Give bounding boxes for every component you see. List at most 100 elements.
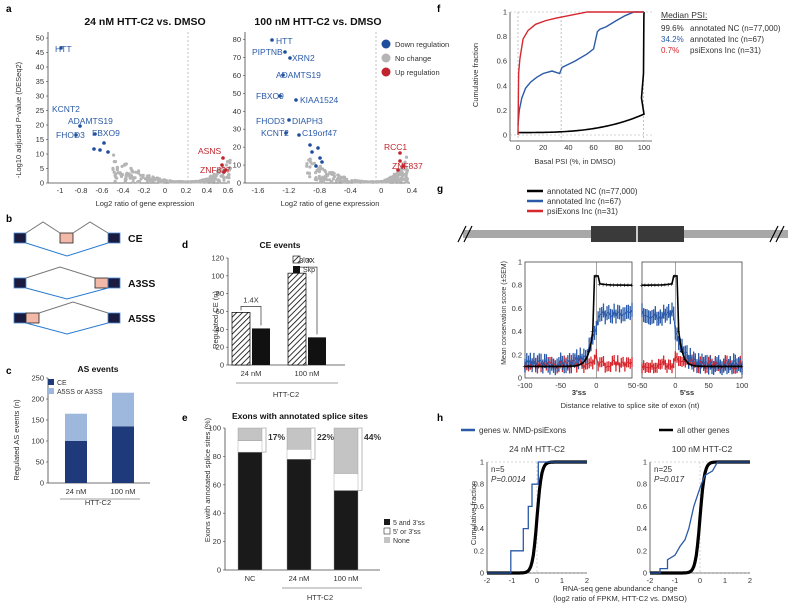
scatter-point — [202, 179, 206, 183]
g-nc-marker: + — [587, 349, 591, 356]
panel-g-legend-nc: annotated NC (n=77,000) — [547, 187, 638, 196]
scatter-point — [130, 175, 135, 179]
panel-c: c AS events Regulated AS events (n) 0 50 1… — [6, 364, 150, 507]
scatter-point-down — [318, 156, 322, 160]
g-nc-marker: + — [594, 273, 598, 280]
legend-nochange-marker — [381, 53, 391, 63]
g-nc-marker: + — [696, 364, 700, 371]
panel-c-legend-alt-swatch — [48, 388, 54, 394]
a-right-ytick-label: 30 — [233, 125, 241, 134]
panel-a-left-xlabel: Log2 ratio of gene expression — [96, 199, 195, 208]
panel-h-xlabel-1: RNA-seq gene abundance change — [562, 584, 677, 593]
a-left-xtick-label: 0 — [163, 186, 167, 195]
panel-a-left-gene-5: FBXO9 — [92, 128, 120, 138]
a-left-xtick-label: -0.6 — [96, 186, 109, 195]
e-percent-annotation: 44% — [364, 432, 381, 442]
d-bar-inc — [231, 312, 251, 366]
h-xtick-label: -1 — [672, 576, 679, 585]
d-ytick-label: 120 — [211, 254, 224, 263]
a-left-ytick-label: 5 — [40, 164, 44, 173]
a-left-xtick-label: 0.2 — [181, 186, 191, 195]
scatter-point — [319, 177, 323, 181]
g-nc-marker: + — [608, 282, 612, 289]
panel-e: e Exons with annotated splice sites Exon… — [182, 411, 425, 602]
scatter-point — [196, 180, 200, 184]
d-xtick-label: 100 nM — [294, 369, 319, 378]
scatter-point-down — [106, 150, 110, 154]
panel-a-right-gene-10: C19orf47 — [302, 128, 337, 138]
a-right-ytick-label: 50 — [233, 89, 241, 98]
h-ytick-label: 0.4 — [474, 524, 484, 533]
g-ytick-label: 0.8 — [512, 281, 522, 290]
g-xtick-label: 100 — [736, 381, 749, 390]
a-left-xtick-label: 0.6 — [223, 186, 233, 195]
scatter-point-down — [308, 143, 312, 147]
g-ytick-label: 0.4 — [512, 327, 522, 336]
f-line-psi — [517, 11, 644, 136]
g-xtick-label: 0 — [673, 381, 677, 390]
panel-a-right-axes: 0 10 20 30 40 50 60 70 80 -1.6 -1.2 -0.8 -0.4 0 0.4 H… — [233, 32, 423, 195]
e-bracket — [262, 427, 267, 453]
panel-a-left-gene-4: FHOD3 — [56, 130, 85, 140]
scatter-point — [216, 169, 220, 173]
g-nc-marker: + — [730, 364, 734, 371]
scatter-point — [113, 160, 118, 164]
panel-f-legend-psi-value: 0.7% — [661, 46, 679, 55]
scatter-point — [120, 164, 124, 168]
d-ytick-label: 100 — [211, 271, 224, 280]
scatter-point — [119, 174, 124, 179]
h-xtick-label: 2 — [748, 576, 752, 585]
scatter-point — [385, 180, 389, 184]
scatter-point-down — [297, 133, 301, 137]
g-xtick-label: -100 — [517, 381, 532, 390]
scatter-point — [134, 170, 138, 174]
d-fold-annotation: 1.4X — [243, 295, 258, 304]
scatter-point — [145, 176, 149, 180]
scatter-point — [342, 176, 346, 180]
scatter-point — [330, 179, 334, 184]
g-line-nc — [642, 275, 742, 368]
scatter-point — [211, 175, 215, 179]
panel-h-right-n: n=25 — [654, 465, 673, 474]
panel-h-right-p: P=0.017 — [654, 475, 685, 484]
e-xtick-label: 100 nM — [333, 574, 358, 583]
scatter-point — [227, 168, 231, 172]
f-xtick-label: 0 — [516, 143, 520, 152]
panel-a-right-xlabel: Log2 ratio of gene expression — [281, 199, 380, 208]
panel-f-legend-nc-label: annotated NC (n=77,000) — [690, 24, 781, 33]
scatter-point — [374, 180, 378, 184]
c-ytick-label: 250 — [31, 374, 44, 383]
scatter-point — [348, 180, 352, 184]
e-bar-segment — [333, 427, 359, 474]
h-ytick-label: 0.8 — [474, 480, 484, 489]
g-nc-marker: + — [597, 281, 601, 288]
c-xtick-label: 24 nM — [66, 487, 87, 496]
scatter-point — [145, 179, 149, 183]
g-nc-marker: + — [612, 283, 616, 290]
scatter-point — [404, 165, 408, 169]
g-nc-marker: + — [713, 364, 717, 371]
a-left-xtick-label: -0.2 — [138, 186, 151, 195]
panel-a-right-gene-7: FHOD3 — [256, 116, 285, 126]
g-nc-marker: + — [733, 364, 737, 371]
scatter-point — [324, 173, 328, 177]
scatter-point-up — [398, 159, 402, 163]
h-xtick-label: 0 — [698, 576, 702, 585]
scatter-point — [355, 179, 359, 183]
g-nc-marker: + — [720, 364, 724, 371]
e-ytick-label: 100 — [208, 424, 221, 433]
panel-f-legend-nc-value: 99.6% — [661, 24, 684, 33]
g-xtick-label: -50 — [555, 381, 566, 390]
g-xtick-label: 50 — [628, 381, 636, 390]
scatter-point — [321, 180, 325, 184]
scatter-point — [318, 164, 322, 168]
panel-a-right-gene-8: DIAPH3 — [292, 116, 323, 126]
panel-h-legend-other: all other genes — [677, 426, 729, 435]
d-ytick-label: 20 — [216, 343, 224, 352]
g-nc-marker: + — [544, 364, 548, 371]
g-panel-frame — [641, 261, 743, 379]
panel-a-left-gene-3: ADAMTS19 — [68, 116, 113, 126]
scatter-point — [217, 179, 221, 183]
panel-f-legend-inc-value: 34.2% — [661, 35, 684, 44]
panel-h-left-n: n=5 — [491, 465, 505, 474]
